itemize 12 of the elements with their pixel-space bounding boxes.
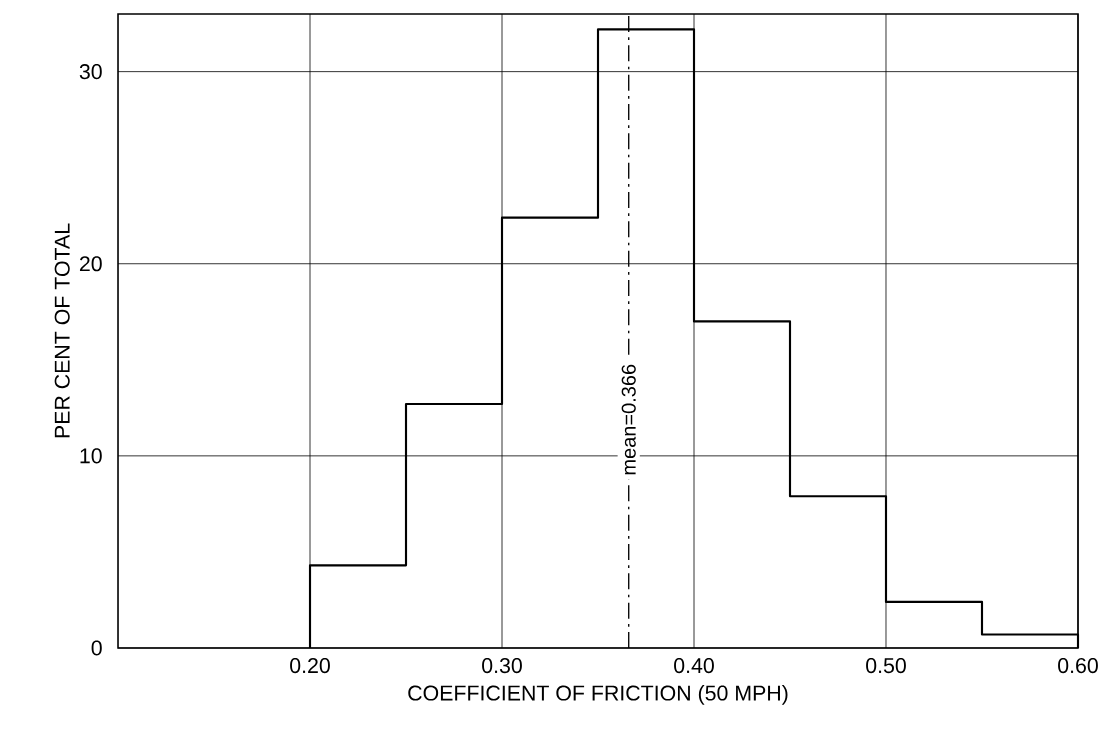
y-tick-label: 30 bbox=[79, 64, 102, 80]
x-axis-title: COEFFICIENT OF FRICTION (50 MPH) bbox=[408, 684, 788, 705]
y-axis-title: PER CENT OF TOTAL bbox=[54, 223, 70, 438]
y-tick-label: 10 bbox=[80, 448, 102, 464]
ref-line-label: mean=0.366 bbox=[621, 364, 636, 475]
x-tick-label: 0.30 bbox=[482, 658, 522, 674]
x-tick-label: 0.40 bbox=[674, 658, 714, 674]
x-tick-label: 0.20 bbox=[290, 658, 330, 674]
x-tick-label: 0.50 bbox=[866, 658, 906, 674]
x-tick-label: 0.60 bbox=[1058, 658, 1098, 674]
y-tick-label: 20 bbox=[79, 256, 102, 272]
y-tick-label: 0 bbox=[91, 640, 102, 656]
